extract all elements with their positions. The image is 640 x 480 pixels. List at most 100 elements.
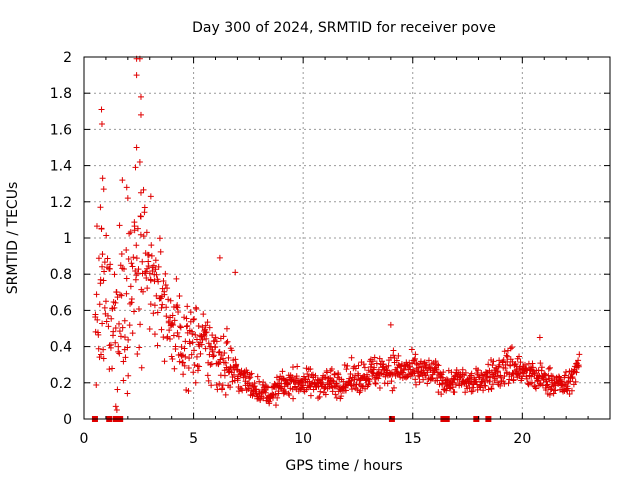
data-point bbox=[547, 386, 554, 393]
x-axis-ticks: 0 5 10 15 20 bbox=[80, 57, 589, 447]
data-point bbox=[184, 322, 191, 329]
data-point bbox=[137, 231, 144, 238]
data-point bbox=[335, 371, 342, 378]
data-point bbox=[140, 233, 147, 240]
data-point bbox=[115, 343, 122, 350]
data-point bbox=[532, 384, 539, 391]
data-point bbox=[99, 320, 106, 327]
data-point bbox=[508, 344, 515, 351]
data-point bbox=[176, 358, 183, 365]
data-point bbox=[227, 363, 234, 370]
data-point bbox=[145, 262, 152, 269]
data-point bbox=[488, 386, 495, 393]
data-point bbox=[154, 309, 161, 316]
data-point bbox=[361, 364, 368, 371]
y-tick-label: 1.6 bbox=[50, 122, 72, 138]
data-point bbox=[504, 353, 511, 360]
data-point bbox=[98, 106, 105, 113]
data-point bbox=[216, 380, 223, 387]
data-point bbox=[529, 360, 536, 367]
data-point bbox=[189, 330, 196, 337]
data-point bbox=[468, 370, 475, 377]
data-point bbox=[98, 351, 105, 358]
data-point bbox=[364, 371, 371, 378]
data-point bbox=[131, 227, 138, 234]
data-point bbox=[127, 283, 134, 290]
data-point bbox=[494, 373, 501, 380]
data-point bbox=[162, 270, 169, 277]
data-point bbox=[435, 362, 442, 369]
data-point bbox=[169, 312, 176, 319]
data-point bbox=[317, 388, 324, 395]
data-point bbox=[343, 366, 350, 373]
data-point bbox=[141, 204, 148, 211]
data-point bbox=[152, 266, 159, 273]
data-point bbox=[208, 361, 215, 368]
y-tick-label: 1.4 bbox=[50, 159, 72, 175]
data-point bbox=[175, 333, 182, 340]
data-point bbox=[111, 271, 118, 278]
data-point bbox=[178, 343, 185, 350]
data-point bbox=[172, 343, 179, 350]
data-point bbox=[357, 387, 364, 394]
data-point bbox=[468, 388, 475, 395]
data-point bbox=[135, 306, 142, 313]
data-point bbox=[105, 323, 112, 330]
data-point bbox=[312, 372, 319, 379]
data-point bbox=[373, 360, 380, 367]
data-point bbox=[93, 291, 100, 298]
data-point bbox=[217, 356, 224, 363]
data-point bbox=[388, 378, 395, 385]
data-point bbox=[251, 380, 258, 387]
data-point bbox=[307, 366, 314, 373]
data-point bbox=[544, 381, 551, 388]
data-point bbox=[190, 316, 197, 323]
data-point bbox=[160, 278, 167, 285]
data-point bbox=[130, 254, 137, 261]
data-point bbox=[220, 333, 227, 340]
data-point bbox=[561, 372, 568, 379]
data-point bbox=[143, 275, 150, 282]
data-point bbox=[304, 371, 311, 378]
data-point bbox=[227, 384, 234, 391]
data-point bbox=[563, 386, 570, 393]
data-point bbox=[503, 352, 510, 359]
y-tick-label: 0.6 bbox=[50, 303, 72, 319]
data-point bbox=[285, 390, 292, 397]
data-point bbox=[417, 358, 424, 365]
data-point bbox=[128, 295, 135, 302]
y-tick-label: 2 bbox=[63, 50, 72, 66]
data-point bbox=[104, 255, 111, 262]
data-point bbox=[127, 229, 134, 236]
data-point bbox=[230, 371, 237, 378]
data-point bbox=[181, 362, 188, 369]
y-tick-label: 1.2 bbox=[50, 195, 72, 211]
data-point bbox=[175, 309, 182, 316]
data-point bbox=[187, 309, 194, 316]
data-point bbox=[222, 359, 229, 366]
data-point bbox=[166, 327, 173, 334]
data-point bbox=[212, 343, 219, 350]
data-point bbox=[480, 387, 487, 394]
data-point bbox=[166, 336, 173, 343]
data-point bbox=[113, 406, 120, 413]
data-point bbox=[368, 361, 375, 368]
data-point bbox=[432, 358, 439, 365]
data-point bbox=[243, 373, 250, 380]
data-point bbox=[124, 344, 131, 351]
data-point bbox=[546, 391, 553, 398]
data-point bbox=[562, 368, 569, 375]
data-point bbox=[128, 260, 135, 267]
data-point bbox=[263, 383, 270, 390]
data-point bbox=[462, 389, 469, 396]
data-point bbox=[456, 374, 463, 381]
data-point bbox=[133, 255, 140, 262]
data-point bbox=[198, 341, 205, 348]
data-point bbox=[247, 374, 254, 381]
data-point bbox=[319, 381, 326, 388]
data-point bbox=[199, 324, 206, 331]
data-point bbox=[348, 377, 355, 384]
chart-title: Day 300 of 2024, SRMTID for receiver pov… bbox=[192, 20, 496, 36]
data-point bbox=[104, 312, 111, 319]
data-point bbox=[294, 363, 301, 370]
